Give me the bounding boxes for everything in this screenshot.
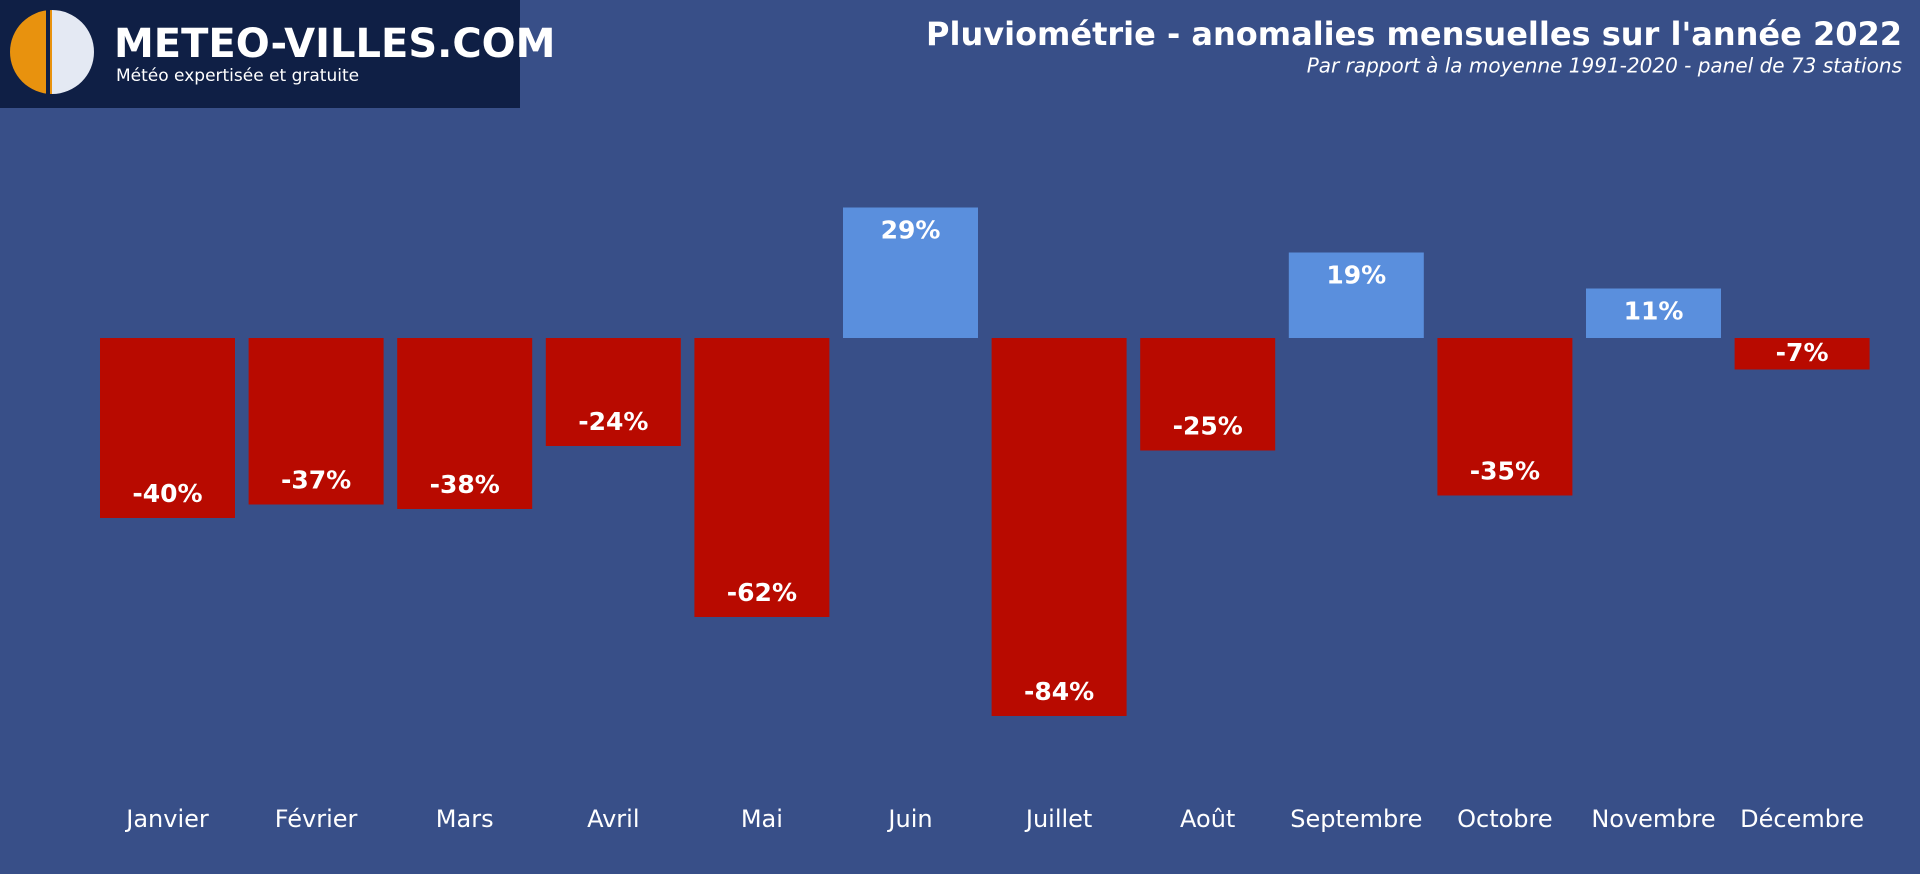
bar xyxy=(843,207,978,338)
x-tick-label: Février xyxy=(275,805,358,833)
x-tick-label: Septembre xyxy=(1290,805,1422,833)
value-label: -24% xyxy=(578,407,648,436)
bar xyxy=(1734,338,1870,370)
x-tick-label: Août xyxy=(1180,805,1235,833)
x-tick-label: Juin xyxy=(886,805,932,833)
brand-tagline: Météo expertisée et gratuite xyxy=(116,66,359,86)
bar xyxy=(1140,338,1276,451)
value-label: 19% xyxy=(1326,261,1386,290)
x-tick-label: Décembre xyxy=(1740,805,1864,833)
bar xyxy=(694,338,830,617)
bar xyxy=(991,338,1127,716)
value-label: -62% xyxy=(727,578,797,607)
bar xyxy=(1586,288,1721,338)
logo[interactable]: METEO-VILLES.COM Météo expertisée et gra… xyxy=(0,0,555,108)
bar xyxy=(248,338,384,505)
value-label: -35% xyxy=(1470,457,1540,486)
value-label: -7% xyxy=(1776,338,1829,367)
bar xyxy=(100,338,235,518)
x-tick-label: Juillet xyxy=(1024,805,1092,833)
bar xyxy=(1437,338,1573,496)
x-tick-label: Mai xyxy=(741,805,783,833)
x-tick-label: Janvier xyxy=(124,805,209,833)
bar xyxy=(545,338,681,446)
bar xyxy=(397,338,533,509)
chart-title: Pluviométrie - anomalies mensuelles sur … xyxy=(926,15,1902,53)
x-tick-label: Mars xyxy=(436,805,494,833)
x-tick-label: Octobre xyxy=(1457,805,1553,833)
bar xyxy=(1288,252,1424,338)
x-tick-label: Novembre xyxy=(1591,805,1715,833)
value-label: 29% xyxy=(881,216,941,245)
chart-subtitle: Par rapport à la moyenne 1991-2020 - pan… xyxy=(1307,54,1902,78)
value-label: -25% xyxy=(1173,412,1243,441)
logo-sun xyxy=(10,10,52,94)
value-label: -38% xyxy=(430,470,500,499)
value-label: -84% xyxy=(1024,677,1094,706)
x-tick-label: Avril xyxy=(587,805,639,833)
value-label: -37% xyxy=(281,466,351,495)
value-label: -40% xyxy=(132,479,202,508)
brand-name: METEO-VILLES.COM xyxy=(114,21,555,67)
logo-moon xyxy=(52,10,94,94)
value-label: 11% xyxy=(1624,297,1684,326)
